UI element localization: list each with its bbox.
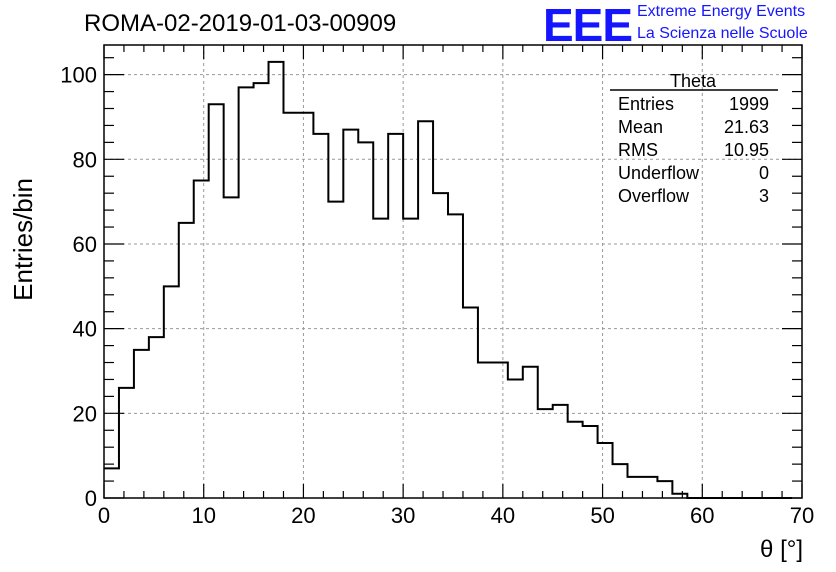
- plot-frame: [103, 44, 803, 499]
- y-tick-label: 80: [73, 147, 97, 172]
- stats-label-rms: RMS: [618, 140, 658, 160]
- y-tick-label: 60: [73, 232, 97, 257]
- stats-value-rms: 10.95: [724, 140, 769, 160]
- histogram-series-line: [104, 60, 793, 499]
- y-tick-label: 100: [60, 63, 97, 88]
- logo-subtitle-line2: La Scienza nelle Scuole: [637, 25, 808, 42]
- x-tick-label: 40: [491, 503, 515, 528]
- logo-subtitle-line1: Extreme Energy Events: [637, 3, 806, 20]
- x-tick-label: 10: [191, 503, 215, 528]
- stats-box: Theta Entries 1999 Mean 21.63 RMS 10.95 …: [610, 71, 778, 206]
- y-tick-label: 20: [73, 401, 97, 426]
- grid-lines: [104, 45, 802, 498]
- x-tick-labels: 0 10 20 30 40 50 60 70: [98, 503, 814, 528]
- x-tick-label: 30: [391, 503, 415, 528]
- stats-title: Theta: [670, 71, 717, 91]
- y-tick-label: 40: [73, 317, 97, 342]
- y-axis-label: Entries/bin: [8, 178, 38, 301]
- stats-label-entries: Entries: [618, 94, 674, 114]
- x-tick-label: 0: [98, 503, 110, 528]
- stats-value-overflow: 3: [759, 186, 769, 206]
- x-axis-label: θ [°]: [760, 536, 803, 563]
- x-tick-label: 50: [590, 503, 614, 528]
- stats-value-mean: 21.63: [724, 117, 769, 137]
- stats-label-mean: Mean: [618, 117, 663, 137]
- eee-logo: EEE: [543, 0, 633, 51]
- stats-label-underflow: Underflow: [618, 163, 700, 183]
- stats-value-underflow: 0: [759, 163, 769, 183]
- y-tick-label: 0: [85, 486, 97, 511]
- x-tick-label: 70: [790, 503, 814, 528]
- stats-value-entries: 1999: [729, 94, 769, 114]
- x-tick-label: 60: [690, 503, 714, 528]
- y-tick-labels: 0 20 40 60 80 100: [60, 63, 97, 511]
- stats-label-overflow: Overflow: [618, 186, 690, 206]
- run-title: ROMA-02-2019-01-03-00909: [84, 10, 397, 37]
- x-tick-label: 20: [291, 503, 315, 528]
